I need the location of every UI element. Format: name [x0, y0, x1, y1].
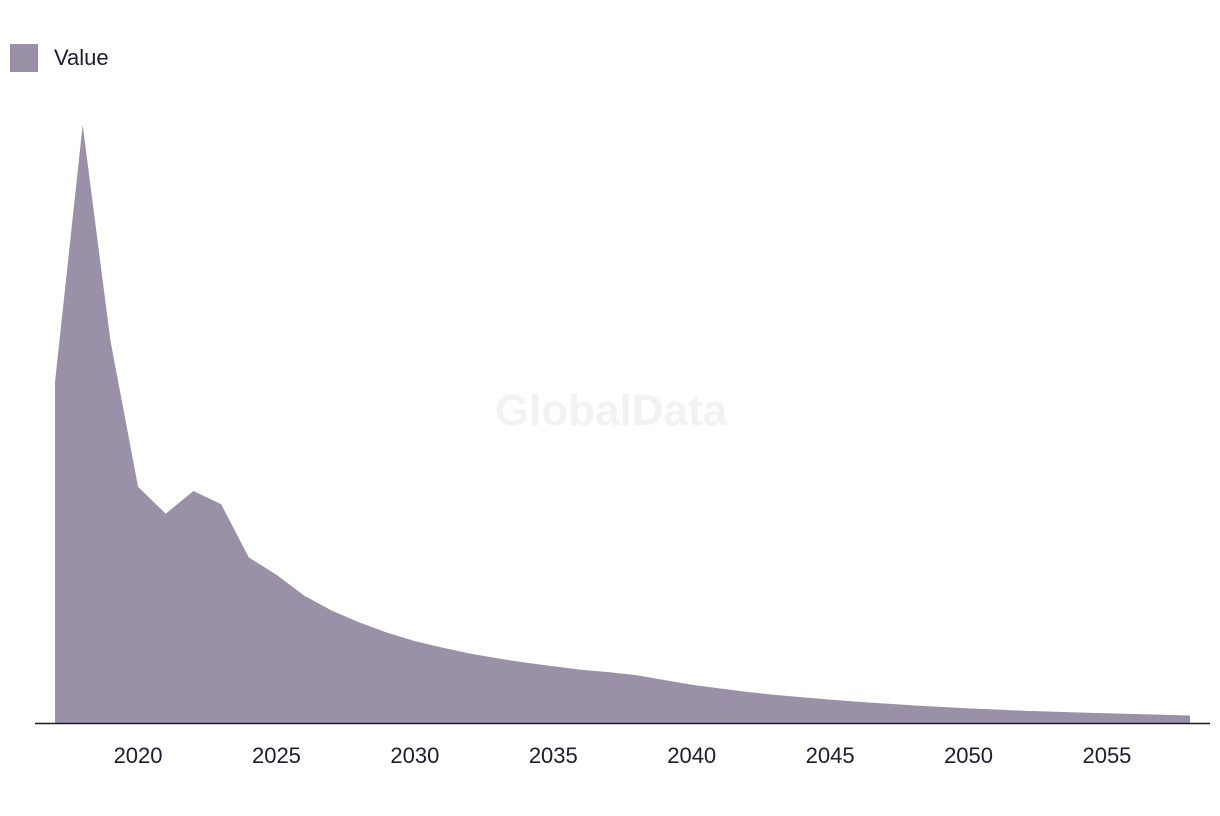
legend-label: Value [54, 45, 109, 70]
x-tick-label-2040: 2040 [667, 743, 716, 768]
x-tick-label-2050: 2050 [944, 743, 993, 768]
x-tick-label-2030: 2030 [390, 743, 439, 768]
series-area-value [55, 125, 1190, 723]
watermark: GlobalData [495, 386, 728, 435]
x-tick-label-2035: 2035 [529, 743, 578, 768]
legend: Value [10, 44, 109, 72]
x-tick-label-2025: 2025 [252, 743, 301, 768]
x-axis-ticks: 2020 2025 2030 2035 2040 2045 2050 2055 [114, 743, 1132, 768]
x-tick-label-2055: 2055 [1082, 743, 1131, 768]
plot-area [55, 125, 1190, 723]
x-tick-label-2020: 2020 [114, 743, 163, 768]
legend-swatch [10, 44, 38, 72]
x-tick-label-2045: 2045 [806, 743, 855, 768]
